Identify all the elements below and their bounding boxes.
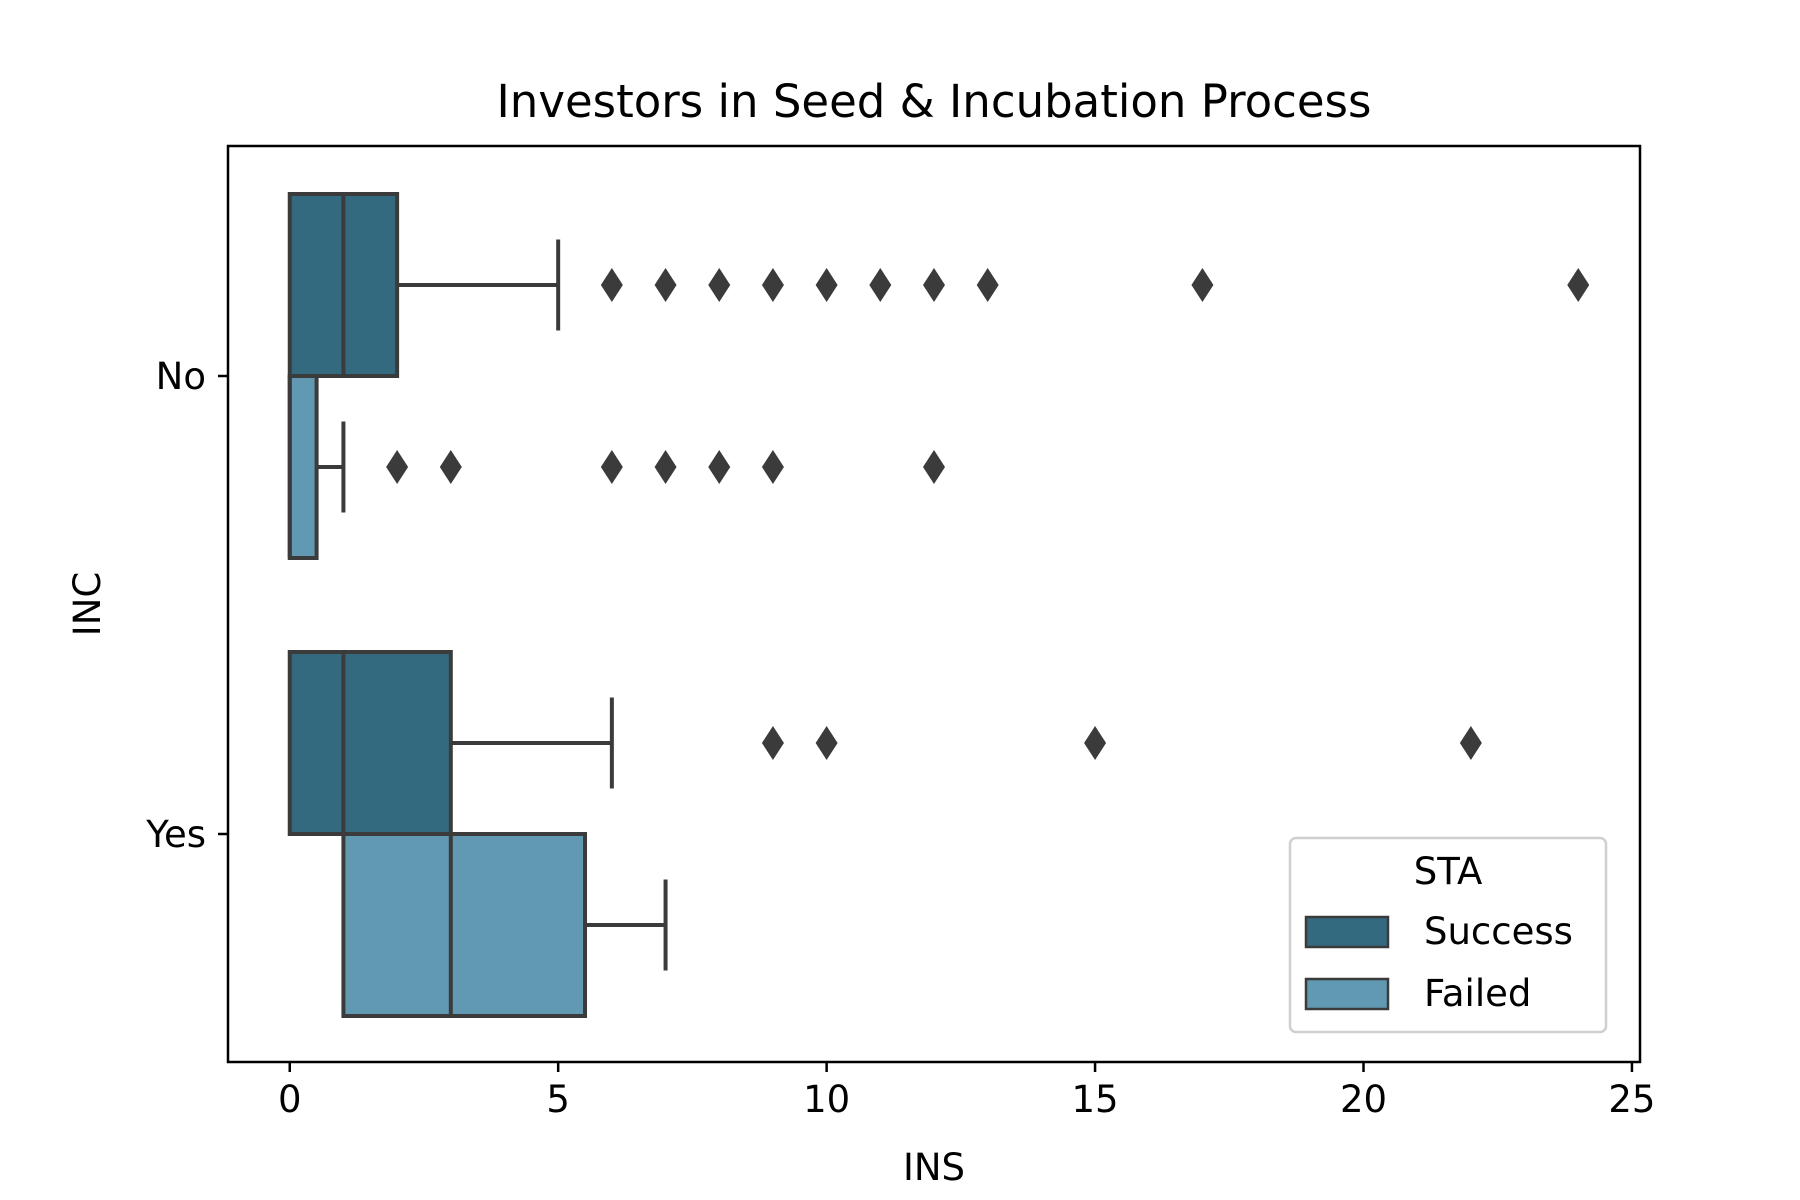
legend: STA Success Failed	[1288, 836, 1608, 1034]
outlier-point-failed-no	[386, 450, 409, 484]
outlier-point-success-yes	[1459, 726, 1482, 760]
plot-area	[287, 192, 1590, 1018]
outlier-point-success-no	[815, 268, 838, 302]
x-tick-label: 20	[1340, 1078, 1387, 1121]
outlier-point-success-no	[654, 268, 677, 302]
x-axis-label: INS	[903, 1146, 965, 1189]
outlier-point-success-no	[1567, 268, 1590, 302]
y-axis-label: INC	[66, 572, 109, 636]
outlier-point-failed-no	[923, 450, 945, 484]
box-body-failed-yes	[341, 832, 588, 1018]
outlier-point-success-no	[708, 268, 731, 302]
outlier-point-success-no	[923, 268, 945, 302]
legend-label-failed: Failed	[1424, 972, 1531, 1015]
x-tick-label: 10	[803, 1078, 850, 1121]
y-tick-label: No	[156, 355, 206, 398]
legend-title: STA	[1414, 850, 1483, 893]
outlier-point-success-yes	[761, 726, 784, 760]
outlier-point-failed-no	[761, 450, 784, 484]
outlier-point-failed-no	[654, 450, 677, 484]
plot-frame	[226, 144, 1642, 1064]
x-tick-label: 5	[546, 1078, 570, 1121]
outlier-point-failed-no	[708, 450, 731, 484]
outlier-point-success-no	[761, 268, 784, 302]
box-success-yes	[287, 650, 1482, 836]
legend-label-success: Success	[1424, 910, 1573, 953]
chart-title: Investors in Seed & Incubation Process	[497, 75, 1372, 128]
legend-swatch-success	[1304, 915, 1390, 949]
box-success-no	[287, 192, 1590, 378]
outlier-point-failed-no	[600, 450, 623, 484]
y-tick-label: Yes	[145, 813, 206, 856]
x-tick-label: 0	[278, 1078, 302, 1121]
outlier-point-success-no	[976, 268, 999, 302]
box-body-success-yes	[287, 650, 453, 836]
outlier-point-failed-no	[439, 450, 462, 484]
box-body-failed-no	[287, 374, 319, 560]
legend-swatch-failed	[1304, 977, 1390, 1011]
outlier-point-success-no	[1191, 268, 1214, 302]
y-axis: No Yes	[145, 355, 228, 856]
outlier-point-success-no	[600, 268, 623, 302]
x-axis: 0 5 10 15 20 25	[278, 1062, 1655, 1121]
outlier-point-success-no	[869, 268, 892, 302]
x-tick-label: 15	[1072, 1078, 1119, 1121]
box-failed-no	[287, 374, 945, 560]
x-tick-label: 25	[1608, 1078, 1655, 1121]
outlier-point-success-yes	[1084, 726, 1107, 760]
outlier-point-success-yes	[815, 726, 838, 760]
box-failed-yes	[341, 832, 668, 1018]
